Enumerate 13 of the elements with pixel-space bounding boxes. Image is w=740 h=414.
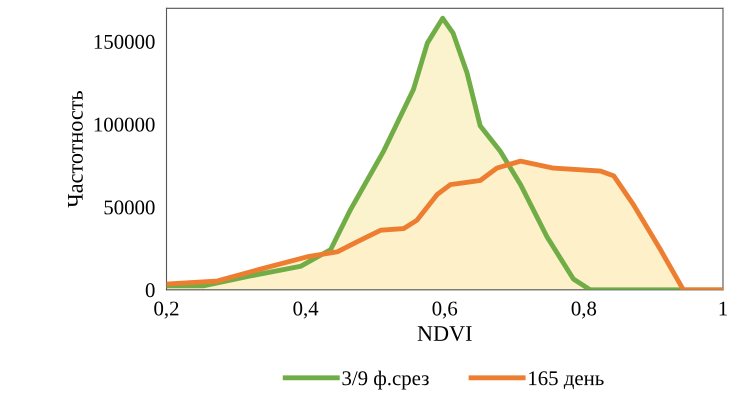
y-tick-label: 100000 bbox=[94, 118, 155, 132]
y-axis-title: Частотность bbox=[68, 91, 83, 208]
legend-label: 3/9 ф.срез bbox=[342, 370, 429, 390]
x-tick-label: 1 bbox=[720, 302, 727, 316]
y-tick-label: 0 bbox=[146, 283, 155, 298]
legend-label: 165 день bbox=[529, 371, 604, 390]
x-tick-label: 0,6 bbox=[432, 302, 458, 319]
y-tick-label: 150000 bbox=[94, 34, 155, 49]
x-tick-label: 0,4 bbox=[293, 302, 318, 319]
x-tick-label: 0,2 bbox=[154, 302, 178, 319]
y-tick-label: 50000 bbox=[104, 200, 155, 214]
x-tick-label: 0,8 bbox=[572, 302, 596, 319]
x-axis-title: NDVI bbox=[418, 326, 472, 342]
